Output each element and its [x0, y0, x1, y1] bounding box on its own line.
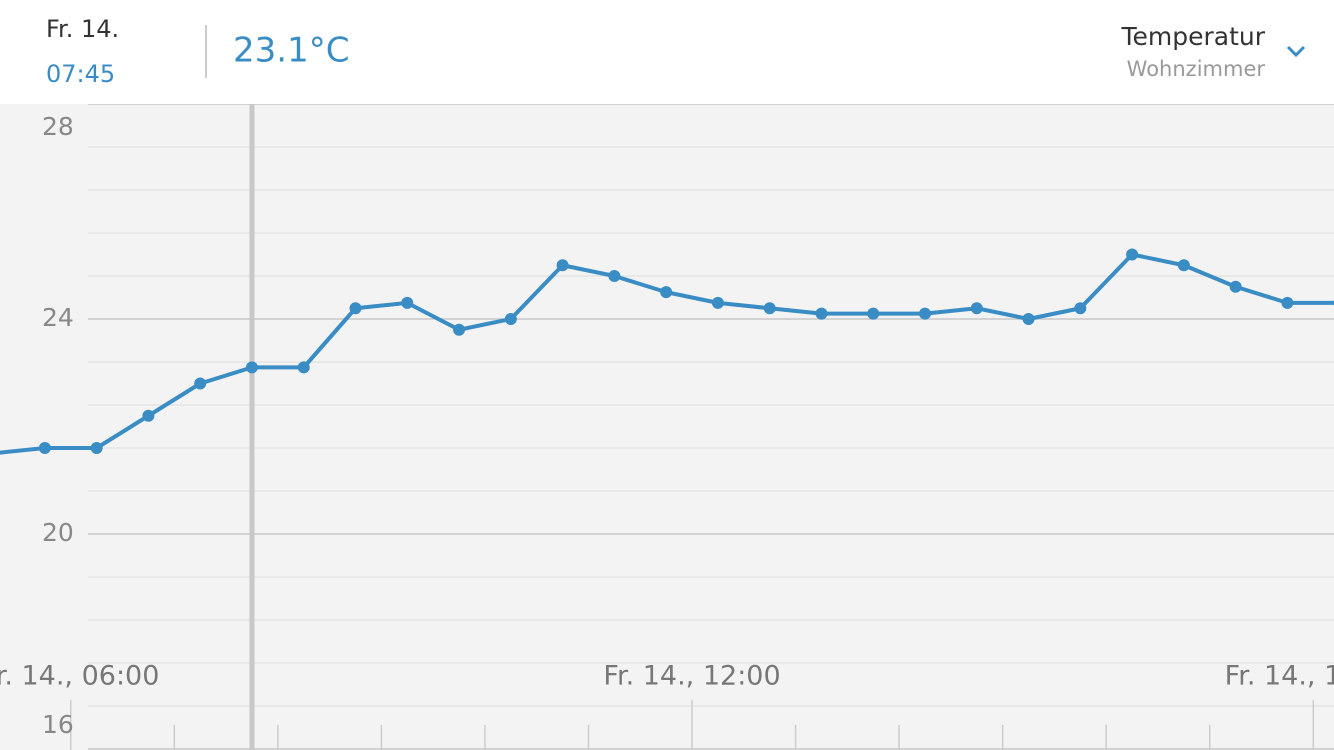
data-point: [556, 259, 569, 272]
header-date: Fr. 14.: [46, 15, 119, 43]
data-point: [142, 409, 155, 422]
plot: [0, 104, 1334, 750]
y-tick-label: 16: [42, 710, 74, 739]
data-point: [763, 302, 776, 315]
data-point: [711, 296, 724, 309]
data-point: [90, 442, 103, 454]
y-tick-label: 28: [42, 112, 74, 141]
y-tick-label: 24: [42, 303, 74, 332]
data-point: [245, 361, 258, 374]
data-point: [453, 323, 466, 336]
data-point: [1022, 313, 1035, 325]
data-point: [194, 377, 207, 390]
data-point: [867, 307, 880, 320]
data-point: [504, 313, 517, 325]
data-point: [401, 296, 414, 309]
data-point: [608, 270, 621, 282]
data-point: [349, 302, 362, 315]
data-point: [1177, 259, 1190, 272]
data-point: [1074, 302, 1087, 315]
y-tick-label: 20: [42, 518, 74, 547]
room-name[interactable]: Wohnzimmer: [1127, 57, 1266, 81]
data-point: [1229, 280, 1242, 293]
x-tick-label: Fr. 14., 06:00: [0, 661, 159, 692]
data-point: [38, 442, 51, 454]
header-bar: [0, 0, 1334, 104]
data-point: [660, 286, 673, 299]
x-tick-label: Fr. 14., 12:00: [603, 661, 780, 692]
data-point: [1126, 248, 1139, 261]
data-point: [297, 361, 310, 374]
header-reading: 23.1°C: [233, 31, 349, 71]
sensor-name[interactable]: Temperatur: [1120, 22, 1265, 51]
data-point: [970, 302, 983, 315]
data-point: [815, 307, 828, 320]
data-point: [1281, 296, 1294, 309]
header-time: 07:45: [46, 60, 115, 88]
dropdown-chevron[interactable]: [1286, 45, 1306, 58]
chart-area: [0, 104, 1334, 750]
x-tick-label: Fr. 14., 18:00: [1225, 661, 1334, 692]
data-point: [918, 307, 931, 320]
